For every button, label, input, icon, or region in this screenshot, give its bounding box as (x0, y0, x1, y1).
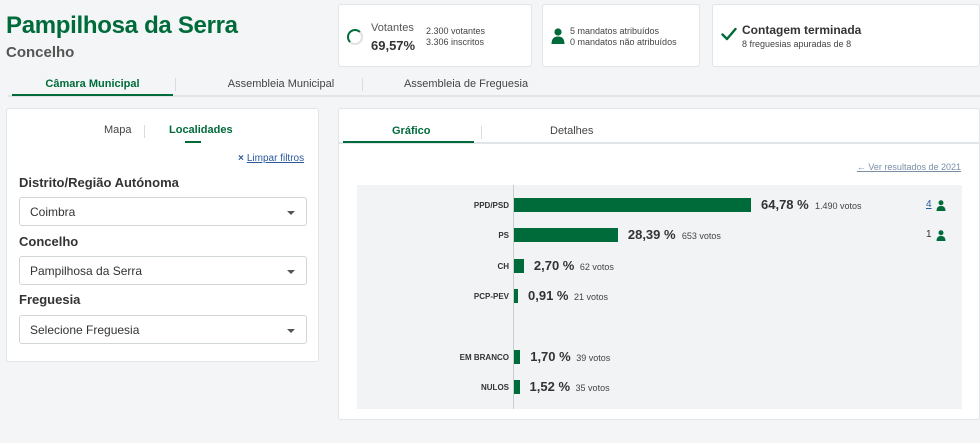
tab-divider (175, 78, 176, 91)
tab-mapa[interactable]: Mapa (104, 124, 132, 136)
results-tabs: Gráfico Detalhes (339, 109, 980, 144)
concelho-value: Pampilhosa da Serra (30, 264, 143, 278)
votantes-count: 2.300 votantes (426, 26, 486, 36)
party-label: CH (497, 262, 509, 271)
turnout-progress-icon (347, 29, 363, 45)
mandatos-atribuidos: 5 mandatos atribuídos (570, 26, 660, 36)
mandatos-nao-atribuidos: 0 mandatos não atribuídos (570, 37, 677, 47)
result-percentage: 1,52 % (529, 379, 571, 394)
page-title: Pampilhosa da Serra (6, 12, 238, 39)
votantes-label: Votantes (371, 22, 414, 34)
result-percentage: 0,91 % (528, 288, 569, 303)
distrito-select[interactable]: Coimbra (19, 197, 307, 226)
result-percentage: 64,78 % (761, 197, 809, 212)
election-type-tabs: Câmara Municipal Assembleia Municipal As… (8, 73, 980, 97)
inscritos-count: 3.306 inscritos (426, 37, 485, 47)
filter-panel: Mapa Localidades × Limpar filtros Distrit… (6, 108, 319, 362)
result-bar (514, 380, 520, 394)
party-label: NULOS (481, 383, 509, 392)
tab-localidades[interactable]: Localidades (169, 124, 233, 136)
concelho-select[interactable]: Pampilhosa da Serra (19, 256, 307, 285)
result-bar (514, 198, 751, 212)
freguesia-label: Freguesia (19, 292, 81, 307)
result-votes: 35 votos (575, 383, 610, 393)
person-icon (936, 200, 946, 211)
contagem-card: Contagem terminada 8 freguesias apuradas… (712, 4, 980, 67)
active-tab-indicator (12, 94, 173, 96)
result-votes: 21 votos (574, 292, 609, 302)
contagem-subtitle: 8 freguesias apuradas de 8 (742, 39, 852, 49)
result-bar (514, 350, 521, 364)
mandates-count[interactable]: 1 (926, 229, 932, 240)
result-votes: 1.490 votos (815, 201, 862, 211)
chevron-down-icon (287, 270, 295, 274)
freguesia-select[interactable]: Selecione Freguesia (19, 315, 307, 344)
contagem-title: Contagem terminada (742, 23, 862, 37)
result-votes: 62 votos (579, 262, 614, 272)
result-bar (514, 228, 618, 242)
mandates-count[interactable]: 4 (926, 199, 932, 210)
distrito-value: Coimbra (30, 205, 76, 219)
clear-filters-link[interactable]: × Limpar filtros (238, 153, 304, 164)
previous-results-label: Ver resultados de 2021 (868, 162, 961, 172)
result-percentage: 1,70 % (530, 349, 571, 364)
check-icon (721, 27, 737, 41)
votantes-card: Votantes 69,57% 2.300 votantes 3.306 ins… (338, 4, 532, 67)
tab-assembleia-freguesia[interactable]: Assembleia de Freguesia (403, 78, 529, 90)
close-icon: × (238, 153, 244, 164)
tab-divider (362, 78, 363, 91)
chevron-down-icon (287, 329, 295, 333)
active-tab-indicator (185, 141, 201, 143)
results-panel: Gráfico Detalhes ← Ver resultados de 202… (338, 108, 980, 420)
tab-detalhes[interactable]: Detalhes (550, 125, 594, 137)
tab-assembleia-municipal[interactable]: Assembleia Municipal (227, 78, 335, 90)
person-icon (551, 28, 565, 44)
party-label: PCP-PEV (473, 292, 509, 301)
votantes-percentage: 69,57% (371, 38, 416, 53)
result-percentage: 2,70 % (533, 258, 575, 273)
party-label: EM BRANCO (459, 353, 509, 362)
concelho-label: Concelho (19, 234, 79, 249)
result-percentage: 28,39 % (627, 227, 676, 242)
freguesia-value: Selecione Freguesia (30, 323, 140, 337)
party-label: PPD/PSD (473, 201, 509, 210)
tab-camara-municipal[interactable]: Câmara Municipal (45, 78, 140, 90)
previous-results-link[interactable]: ← Ver resultados de 2021 (857, 162, 961, 172)
result-bar (514, 259, 524, 273)
tab-grafico[interactable]: Gráfico (392, 125, 431, 137)
clear-filters-label: Limpar filtros (246, 153, 305, 164)
results-bar-chart: PPD/PSD 64,78 % 1.490 votos 4 PS 28,39 % 653 v… (357, 185, 962, 409)
chart-axis (513, 185, 514, 409)
chevron-down-icon (287, 211, 295, 215)
arrow-left-icon: ← (856, 162, 869, 172)
distrito-label: Distrito/Região Autónoma (19, 175, 179, 190)
person-icon (936, 230, 946, 241)
result-bar (514, 289, 518, 303)
mandatos-card: 5 mandatos atribuídos 0 mandatos não atr… (542, 4, 700, 67)
tab-divider (481, 126, 482, 139)
tab-divider (144, 125, 145, 138)
page-subtitle: Concelho (6, 44, 75, 61)
active-tab-indicator (343, 141, 474, 143)
result-votes: 653 votos (681, 231, 721, 241)
result-votes: 39 votos (576, 353, 611, 363)
party-label: PS (498, 231, 509, 240)
